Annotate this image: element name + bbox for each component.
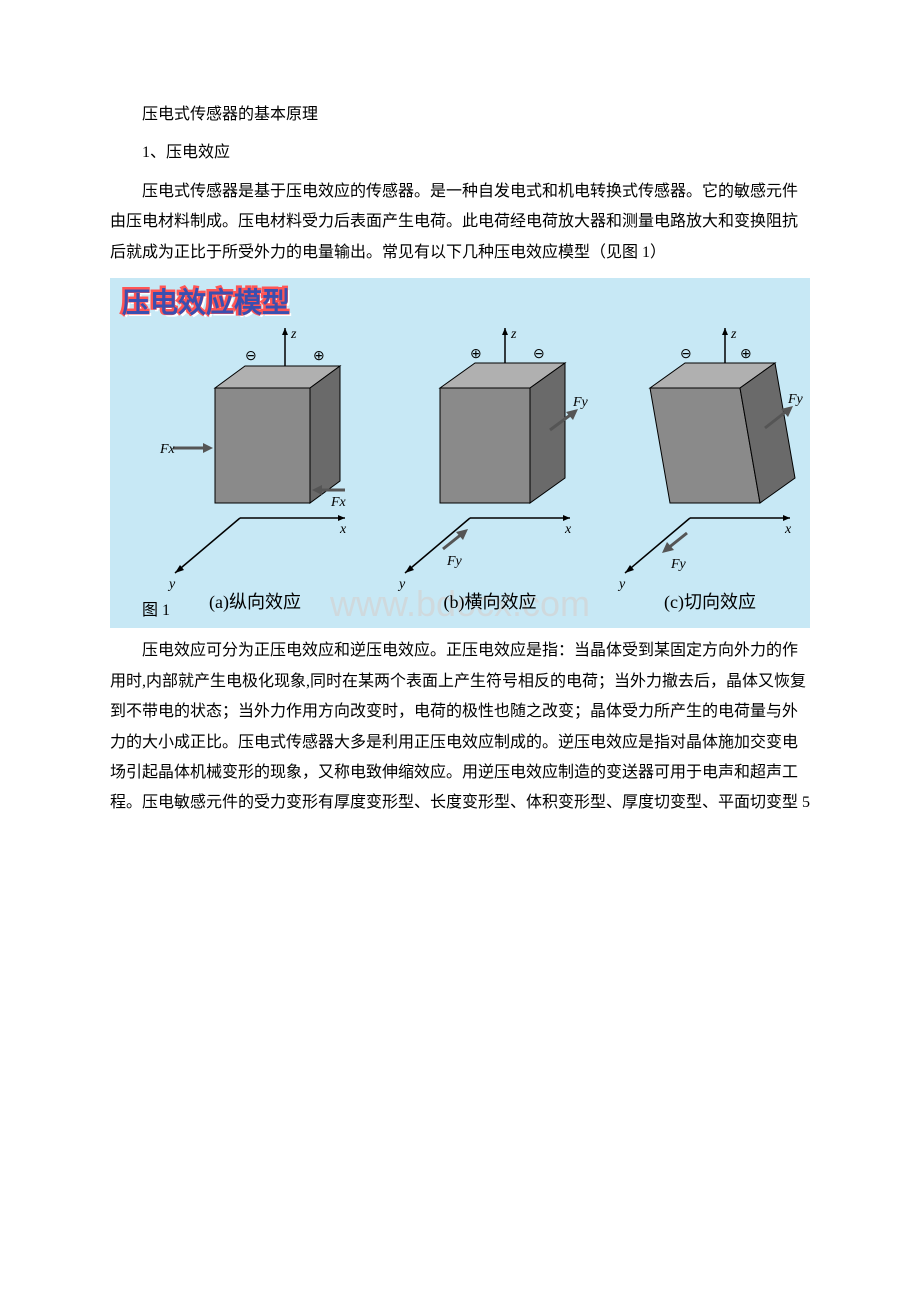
svg-text:y: y (617, 577, 626, 592)
section-heading-1: 1、压电效应 (110, 138, 810, 168)
paragraph-2: 压电效应可分为正压电效应和逆压电效应。正压电效应是指：当晶体受到某固定方向外力的… (110, 636, 810, 818)
svg-text:Fy: Fy (572, 395, 589, 410)
svg-text:⊕: ⊕ (740, 347, 752, 362)
svg-text:⊕: ⊕ (313, 349, 325, 364)
svg-text:Fy: Fy (670, 557, 687, 572)
figure-1-caption: 图 1 (110, 596, 810, 626)
svg-text:⊖: ⊖ (680, 347, 692, 362)
svg-text:z: z (290, 327, 297, 342)
svg-text:压电效应模型: 压电效应模型 (122, 286, 290, 318)
paragraph-1: 压电式传感器是基于压电效应的传感器。是一种自发电式和机电转换式传感器。它的敏感元… (110, 177, 810, 268)
svg-text:x: x (564, 522, 572, 537)
svg-text:x: x (339, 522, 347, 537)
svg-text:z: z (510, 327, 517, 342)
svg-text:y: y (397, 577, 406, 592)
svg-text:z: z (730, 327, 737, 342)
figure-1-diagram: 压电效应模型 压电效应模型 压电效应模型 www.bdocx.com x y z… (110, 278, 810, 628)
svg-text:Fx: Fx (159, 442, 176, 457)
svg-text:Fy: Fy (446, 554, 463, 569)
svg-text:⊖: ⊖ (533, 347, 545, 362)
svg-text:x: x (784, 522, 792, 537)
svg-text:Fx: Fx (330, 495, 347, 510)
figure-1-container: 压电效应模型 压电效应模型 压电效应模型 www.bdocx.com x y z… (110, 278, 810, 628)
svg-text:y: y (167, 577, 176, 592)
svg-text:⊕: ⊕ (470, 347, 482, 362)
document-title: 压电式传感器的基本原理 (110, 100, 810, 130)
svg-text:Fy: Fy (787, 392, 804, 407)
svg-text:⊖: ⊖ (245, 349, 257, 364)
